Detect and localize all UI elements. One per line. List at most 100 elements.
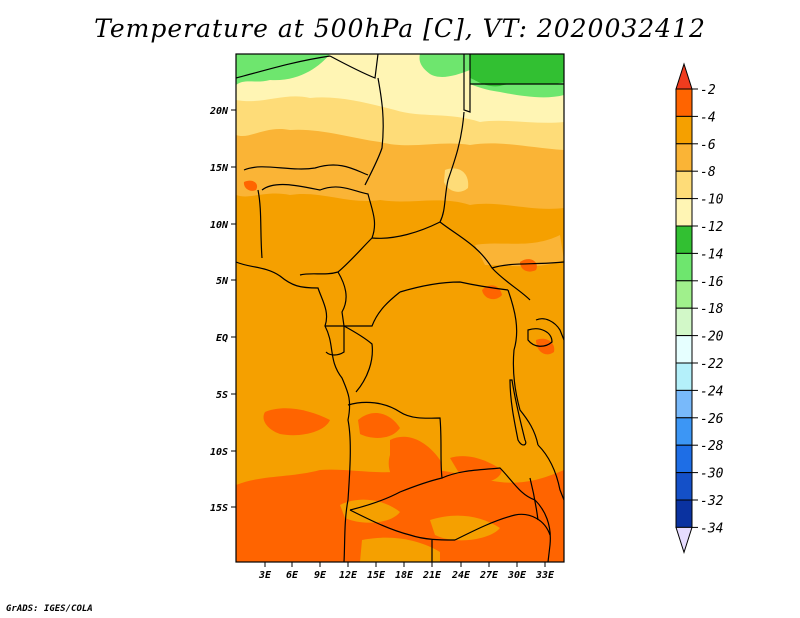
lat-tick-label: EQ (216, 333, 228, 344)
colorbar-swatch (675, 389, 693, 419)
fill-region-dark-orange-mozambique (544, 496, 564, 525)
longitude-axis: 3E 6E 9E 12E 15E 18E 21E 24E 27E 30E 33E (258, 562, 555, 581)
colorbar-swatch (675, 417, 693, 446)
colorbar-swatch (675, 280, 693, 309)
lon-tick-label: 33E (535, 570, 555, 581)
lon-tick-label: 12E (339, 570, 358, 581)
colorbar-tick-label: -4 (700, 110, 716, 125)
colorbar-tick-label: -12 (700, 220, 724, 235)
grads-credit: GrADS: IGES/COLA (6, 604, 93, 614)
fill-region-dark-orange-angola-2 (358, 413, 400, 438)
fill-region-dark-orange-lake-victoria (536, 338, 555, 355)
colorbar-tick-label: -32 (700, 494, 724, 509)
border-libya (329, 53, 379, 79)
lon-tick-label: 15E (367, 570, 386, 581)
colorbar-tick-label: -18 (700, 302, 724, 317)
lake-victoria (527, 328, 553, 347)
colorbar-tick-label: -2 (700, 83, 716, 98)
colorbar-tick-label: -14 (700, 247, 723, 262)
border-algeria-niger (235, 55, 331, 79)
fill-region-dark-orange-angola-1 (263, 408, 330, 436)
lon-tick-label: 18E (395, 570, 414, 581)
colorbar-tick-label: -8 (700, 165, 716, 180)
colorbar-swatch (675, 499, 693, 528)
lon-tick-label: 9E (314, 570, 327, 581)
colorbar: -2 -4 -6 -8 -10 -12 -14 -16 -18 -20 -22 -24 -26 -28 -3… (675, 62, 724, 555)
lat-tick-label: 5S (216, 390, 228, 401)
lon-tick-label: 27E (479, 570, 499, 581)
colorbar-tick-label: -16 (700, 275, 724, 290)
border-car-drc (399, 281, 509, 293)
colorbar-swatch (675, 225, 693, 254)
colorbar-swatch (675, 88, 693, 117)
map-frame (235, 53, 565, 563)
fill-region-green-dark-egypt (470, 54, 564, 87)
colorbar-tick-label: -26 (700, 412, 724, 427)
fill-region-dark-orange-nw-spot (243, 180, 258, 191)
colorbar-swatch (675, 362, 693, 391)
border-tanzania (537, 444, 565, 501)
lake-tanganyika (509, 379, 527, 446)
temperature-fill-layer (236, 54, 564, 562)
border-gabon (325, 325, 345, 356)
fill-region-dark-orange-south-band (236, 469, 564, 562)
fill-region-orange-south-gap-1 (340, 499, 400, 523)
colorbar-swatch (675, 198, 693, 227)
border-zimbabwe (454, 513, 551, 541)
lon-tick-label: 24E (451, 570, 471, 581)
colorbar-tick-label: -24 (700, 384, 723, 399)
fill-region-light-orange-blob-east (475, 235, 564, 267)
lat-tick-label: 20N (209, 106, 229, 117)
lon-tick-label: 30E (507, 570, 527, 581)
colorbar-tick-label: -22 (700, 357, 724, 372)
lat-tick-label: 5N (216, 276, 229, 287)
colorbar-tick-label: -6 (700, 138, 716, 153)
colorbar-tick-label: -10 (700, 193, 724, 208)
border-nigeria (261, 183, 376, 276)
colorbar-swatch (675, 252, 693, 282)
lake-malawi (529, 477, 539, 521)
colorbar-swatch (675, 335, 693, 364)
colorbar-tick-label: -20 (700, 330, 724, 345)
colorbar-swatch (675, 143, 693, 172)
colorbar-bottom-triangle (675, 526, 693, 555)
lat-tick-label: 10N (210, 220, 229, 231)
border-niger-nigeria (243, 164, 369, 176)
border-chad-sudan (439, 111, 465, 223)
fill-region-green-top-left (236, 54, 330, 85)
border-benin-togo (257, 189, 263, 259)
colorbar-swatch (675, 170, 693, 200)
border-namibia (349, 509, 456, 541)
latitude-axis: 20N 15N 10N 5N EQ 5S 10S 15S (209, 106, 236, 514)
colorbar-tick-label: -28 (700, 439, 724, 454)
border-zambia (441, 467, 536, 501)
border-mozambique (534, 499, 551, 563)
border-south-sudan (491, 261, 565, 269)
border-libya-egypt (463, 54, 471, 113)
colorbar-swatch (675, 444, 693, 474)
lat-tick-label: 10S (210, 447, 228, 458)
border-car (371, 221, 531, 301)
lat-tick-label: 15N (210, 163, 229, 174)
lon-tick-label: 21E (422, 570, 442, 581)
border-congo (343, 325, 373, 393)
fill-region-orange-south-gap-3 (360, 537, 440, 562)
fill-region-green-top-center (419, 54, 470, 77)
map-title: Temperature at 500hPa [C], VT: 202003241… (94, 14, 706, 43)
colorbar-tick-label: -30 (700, 467, 724, 482)
colorbar-tick-label: -34 (700, 521, 723, 536)
colorbar-swatch (675, 307, 693, 337)
border-niger-chad (364, 77, 384, 186)
fill-region-orange-south-gap-2 (430, 515, 500, 541)
colorbar-swatch (675, 115, 693, 145)
fill-region-dark-orange-east-2 (520, 259, 537, 272)
border-drc-east (507, 289, 539, 446)
colorbar-swatch (675, 472, 693, 501)
border-uganda-kenya (535, 318, 565, 341)
country-borders (235, 53, 565, 563)
lon-tick-label: 3E (258, 570, 272, 581)
colorbar-top-triangle (675, 62, 693, 90)
lon-tick-label: 6E (286, 570, 299, 581)
lat-tick-label: 15S (210, 503, 228, 514)
